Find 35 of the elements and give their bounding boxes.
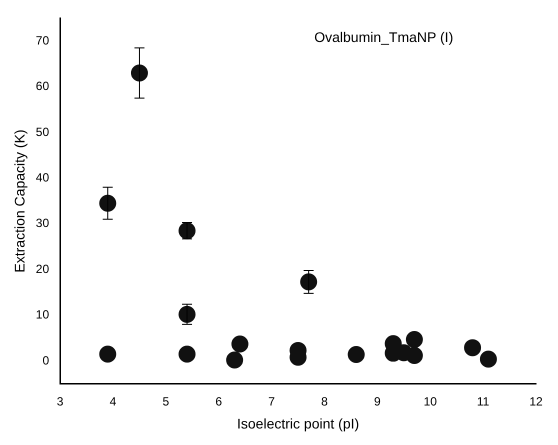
point	[178, 346, 196, 363]
x-tick-label: 10	[424, 394, 438, 408]
point	[348, 346, 365, 364]
y-tick-label: 30	[36, 216, 50, 230]
point	[480, 350, 497, 368]
y-tick-label: 60	[36, 79, 50, 94]
point	[231, 336, 248, 353]
x-tick-label: 8	[321, 394, 328, 408]
y-tick-label: 20	[36, 262, 50, 276]
y-tick-label: 50	[36, 124, 50, 139]
y-tick-label: 10	[36, 308, 50, 322]
x-tick-label: 6	[215, 394, 222, 408]
x-tick-label: 3	[56, 394, 64, 408]
text: Ovalbumin_TmaNP (I)	[314, 29, 454, 46]
point	[226, 352, 244, 369]
point	[178, 222, 196, 240]
x-tick-label: 5	[162, 394, 170, 408]
point	[406, 346, 423, 364]
point	[406, 330, 423, 348]
y-tick-label: 0	[42, 353, 50, 368]
y-axis-title: Extraction Capacity (K)	[11, 129, 28, 273]
y-tick-label: 40	[36, 170, 50, 184]
point	[178, 306, 196, 323]
x-tick-label: 11	[476, 394, 490, 408]
point	[99, 194, 116, 212]
x-tick-label: 4	[110, 394, 117, 408]
point	[130, 64, 148, 82]
y-tick-label: 70	[36, 33, 50, 48]
x-tick-label: 9	[374, 394, 382, 408]
x-tick-label: 12	[529, 394, 543, 408]
point	[99, 346, 116, 363]
point	[464, 339, 482, 356]
point	[300, 273, 318, 290]
x-axis-title: Isoelectric point (pI)	[236, 415, 360, 432]
x-tick-label: 7	[268, 394, 276, 408]
